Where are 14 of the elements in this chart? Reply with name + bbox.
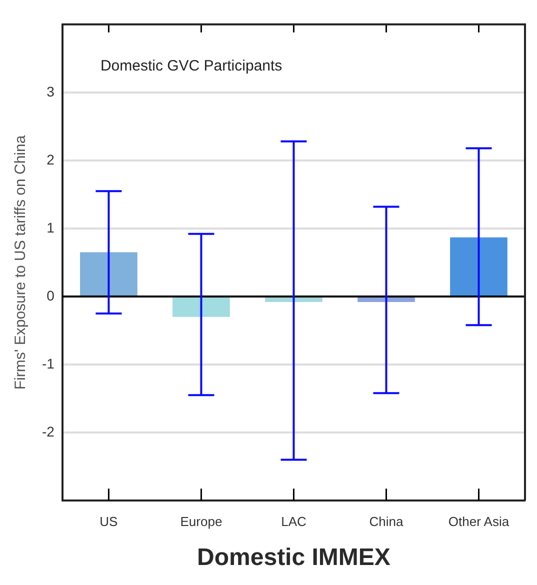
y-tick-label: 0	[46, 287, 55, 304]
x-tick-label: US	[100, 514, 118, 529]
y-tick-label: 2	[46, 151, 55, 168]
y-tick-label: 1	[46, 219, 55, 236]
annotation: Domestic GVC Participants	[100, 58, 282, 75]
x-tick-label: LAC	[281, 514, 306, 529]
x-tick-label: China	[369, 514, 404, 529]
y-axis-title: Firms' Exposure to US tariffs on China	[12, 134, 30, 390]
x-axis-title: Domestic IMMEX	[197, 544, 390, 572]
y-tick-label: -2	[42, 423, 55, 440]
y-tick-label: 3	[46, 83, 55, 100]
y-tick-label: -1	[42, 355, 55, 372]
x-tick-label: Europe	[180, 514, 222, 529]
x-tick-label: Other Asia	[448, 514, 510, 529]
